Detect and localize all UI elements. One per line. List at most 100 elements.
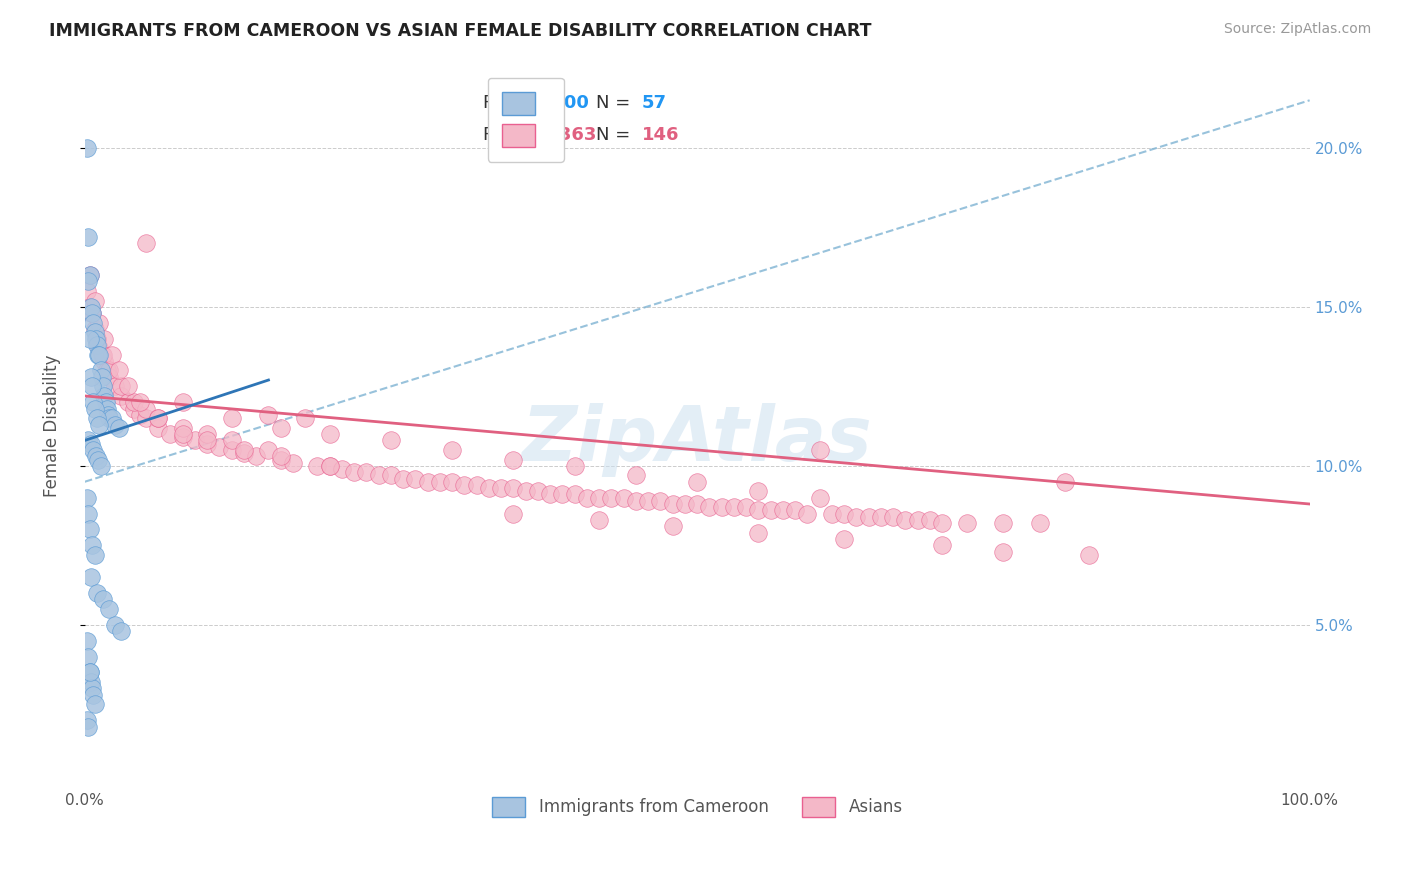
Point	[104, 617, 127, 632]
Point	[221, 442, 243, 457]
Text: Source: ZipAtlas.com: Source: ZipAtlas.com	[1223, 22, 1371, 37]
Point	[90, 458, 112, 473]
Point	[392, 472, 415, 486]
Point	[931, 538, 953, 552]
Point	[79, 300, 101, 314]
Point	[89, 341, 111, 355]
Point	[172, 421, 194, 435]
Point	[195, 436, 218, 450]
Point	[83, 322, 105, 336]
Point	[772, 503, 794, 517]
Point	[108, 363, 131, 377]
Point	[600, 491, 623, 505]
Point	[89, 316, 111, 330]
Point	[90, 363, 112, 377]
Point	[87, 348, 110, 362]
Point	[624, 493, 647, 508]
Point	[319, 427, 342, 442]
Point	[148, 411, 170, 425]
Point	[80, 369, 103, 384]
Point	[94, 395, 117, 409]
Point	[93, 354, 115, 368]
Point	[956, 516, 979, 530]
Text: 57: 57	[643, 94, 666, 112]
Point	[796, 507, 818, 521]
Point	[613, 491, 636, 505]
Point	[245, 450, 267, 464]
Point	[785, 503, 807, 517]
Point	[221, 411, 243, 425]
Point	[1053, 475, 1076, 489]
Point	[98, 369, 121, 384]
Point	[858, 509, 880, 524]
Point	[564, 487, 586, 501]
Point	[637, 493, 659, 508]
Point	[808, 491, 831, 505]
Point	[993, 544, 1015, 558]
Point	[83, 548, 105, 562]
Point	[80, 675, 103, 690]
Point	[172, 427, 194, 442]
Point	[91, 379, 114, 393]
Point	[108, 421, 131, 435]
Point	[319, 458, 342, 473]
Point	[747, 484, 769, 499]
Point	[90, 348, 112, 362]
Text: ZipAtlas: ZipAtlas	[522, 403, 873, 477]
Point	[83, 698, 105, 712]
Point	[195, 427, 218, 442]
Point	[307, 458, 329, 473]
Point	[80, 300, 103, 314]
Point	[624, 468, 647, 483]
Point	[661, 497, 683, 511]
Point	[104, 379, 127, 393]
Point	[86, 332, 108, 346]
Text: N =: N =	[596, 126, 636, 144]
Point	[98, 602, 121, 616]
Point	[135, 401, 157, 416]
Point	[1078, 548, 1101, 562]
Point	[747, 525, 769, 540]
Point	[79, 523, 101, 537]
Point	[356, 465, 378, 479]
Point	[100, 348, 122, 362]
Point	[502, 507, 524, 521]
Point	[1029, 516, 1052, 530]
Point	[650, 493, 672, 508]
Point	[159, 427, 181, 442]
Point	[77, 507, 100, 521]
Point	[441, 442, 464, 457]
Point	[110, 379, 132, 393]
Point	[281, 456, 304, 470]
Point	[993, 516, 1015, 530]
Point	[588, 491, 610, 505]
Point	[80, 538, 103, 552]
Point	[588, 513, 610, 527]
Point	[686, 497, 709, 511]
Point	[84, 332, 107, 346]
Point	[80, 306, 103, 320]
Text: R =: R =	[482, 94, 522, 112]
Point	[502, 481, 524, 495]
Point	[882, 509, 904, 524]
Point	[699, 500, 721, 515]
Point	[84, 450, 107, 464]
Point	[77, 230, 100, 244]
Point	[735, 500, 758, 515]
Point	[208, 440, 231, 454]
Point	[98, 411, 121, 425]
Text: 0.100: 0.100	[531, 94, 589, 112]
Point	[80, 436, 103, 450]
Point	[79, 268, 101, 282]
Point	[870, 509, 893, 524]
Point	[661, 519, 683, 533]
Point	[77, 434, 100, 448]
Point	[404, 472, 426, 486]
Point	[82, 442, 104, 457]
Point	[79, 332, 101, 346]
Point	[91, 592, 114, 607]
Legend: Immigrants from Cameroon, Asians: Immigrants from Cameroon, Asians	[484, 789, 911, 825]
Point	[172, 430, 194, 444]
Point	[93, 332, 115, 346]
Point	[79, 665, 101, 680]
